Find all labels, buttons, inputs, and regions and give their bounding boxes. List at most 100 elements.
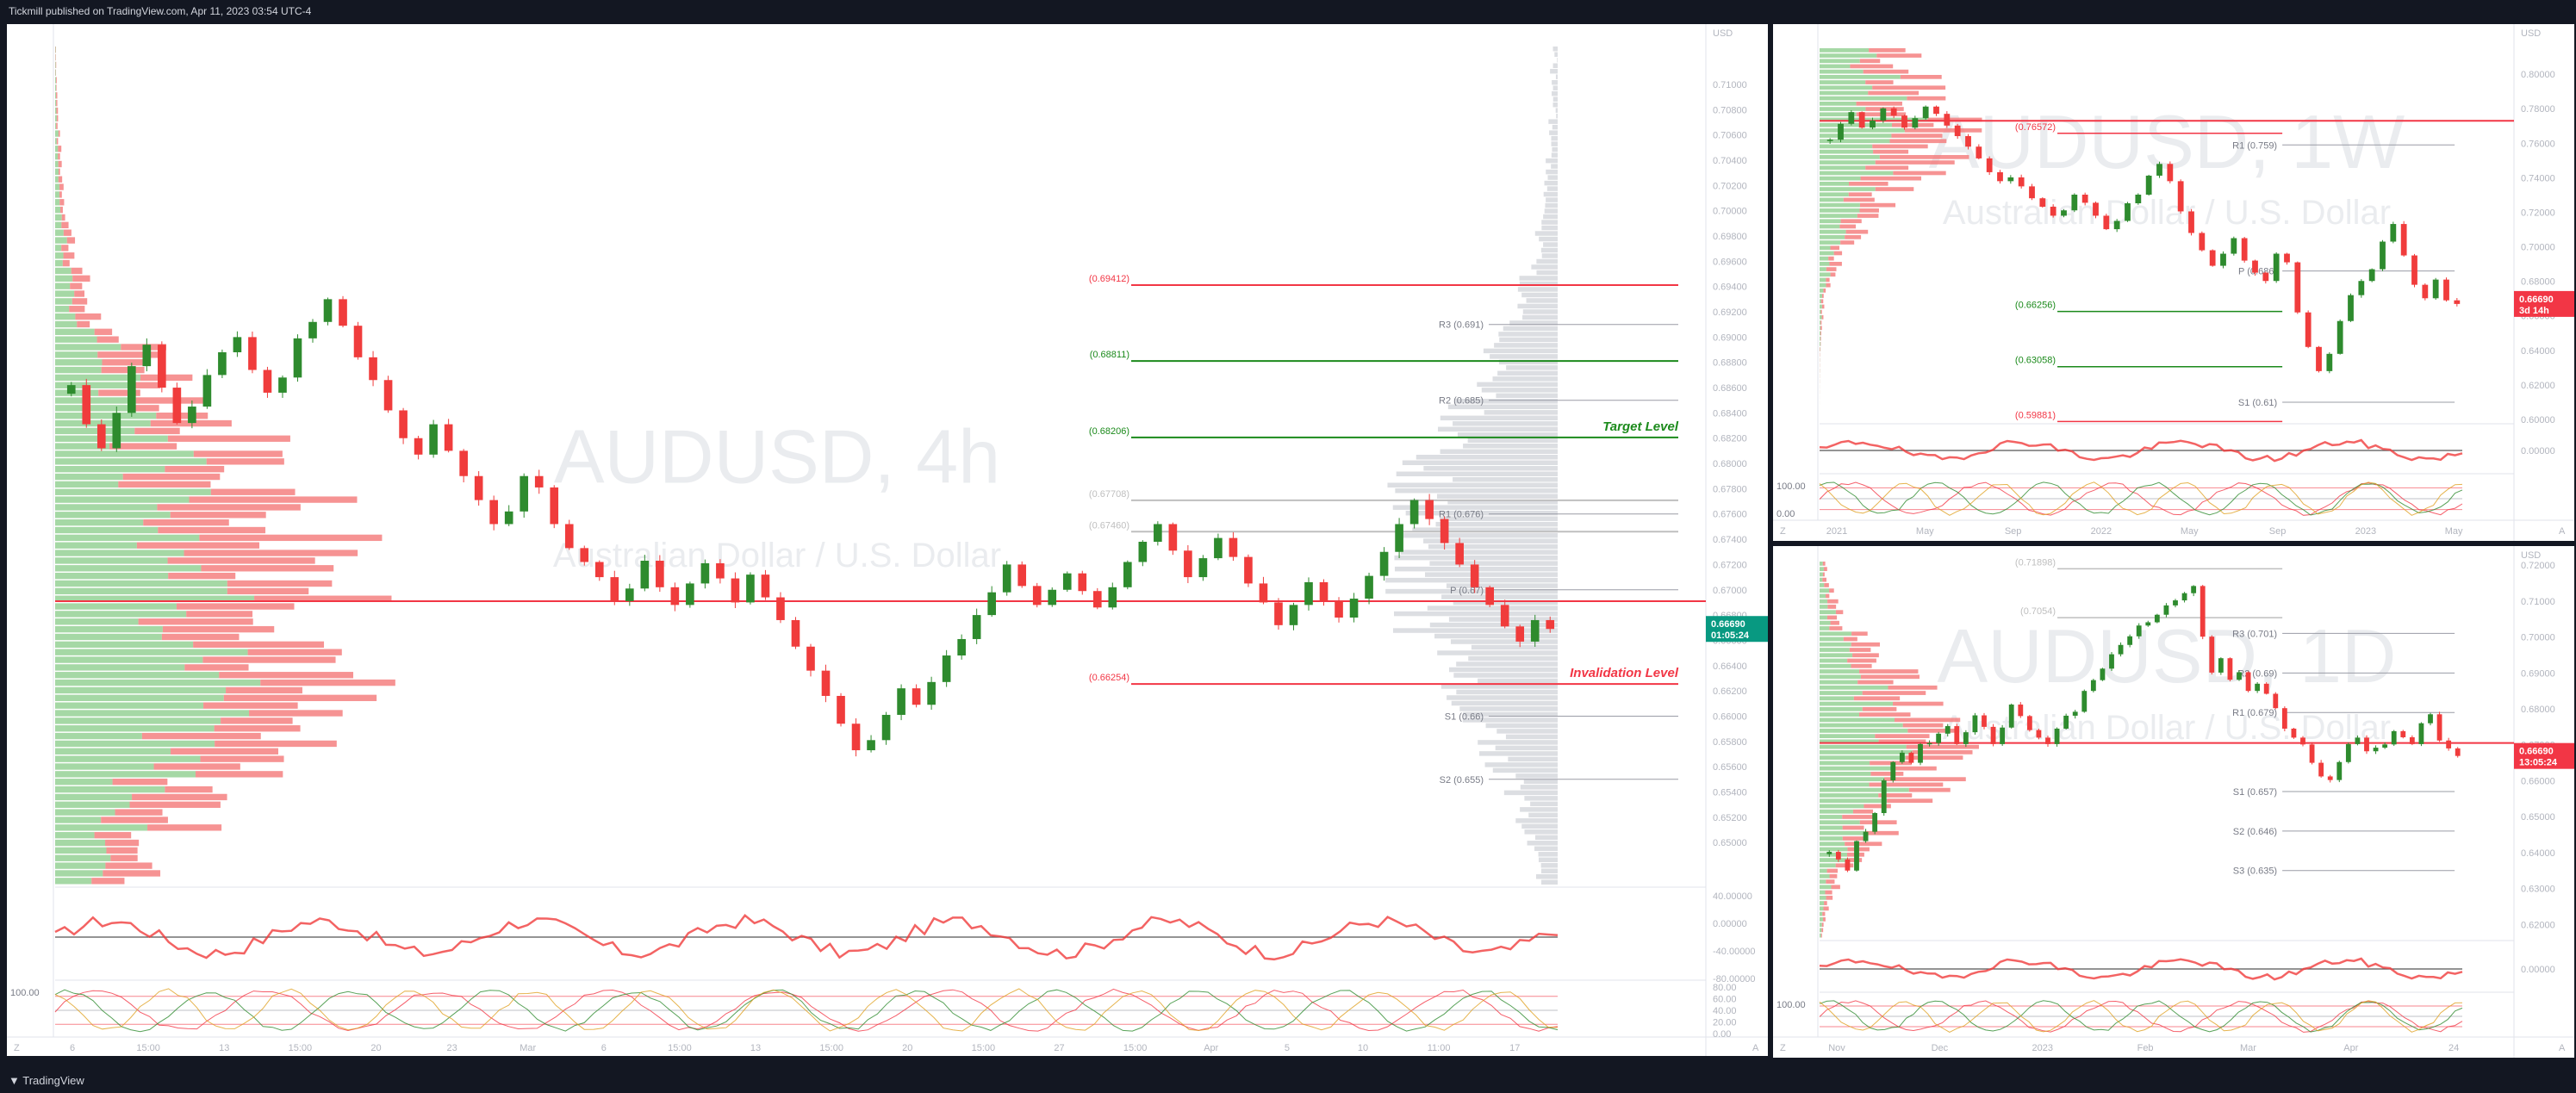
volume-profile-bar — [1820, 734, 1876, 738]
candle-body — [2454, 300, 2461, 304]
volume-profile-bar — [1820, 85, 1873, 90]
volume-profile-bar — [1822, 562, 1826, 566]
volume-profile-bar — [1820, 642, 1851, 647]
candle-body — [897, 688, 905, 715]
volume-profile-bar — [55, 710, 250, 717]
x-tick-label: 11:00 — [1428, 1043, 1451, 1053]
pivot-label: S1 (0.657) — [2233, 787, 2277, 798]
candle-body — [1289, 605, 1298, 625]
session-profile-bar — [1463, 711, 1558, 717]
session-profile-bar — [1519, 281, 1558, 287]
volume-profile-bar — [1907, 96, 1946, 101]
volume-profile-bar — [55, 77, 57, 84]
pivot-label: R1 (0.676) — [1439, 510, 1484, 520]
volume-profile-bar — [1820, 208, 1860, 213]
session-profile-bar — [1528, 812, 1558, 818]
daily-chart-svg[interactable]: AUDUSD, 1D Australian Dollar / U.S. Dolla… — [1773, 546, 2574, 1058]
volume-profile-bar — [214, 725, 301, 732]
x-tick-label: 15:00 — [289, 1043, 313, 1053]
pivot-label: S1 (0.61) — [2238, 398, 2277, 408]
candle-body — [1845, 859, 1851, 871]
y-tick-label: 0.69200 — [1713, 307, 1747, 318]
session-profile-bar — [1522, 314, 1558, 320]
candle-body — [1168, 524, 1178, 551]
volume-profile-bar — [55, 466, 165, 473]
volume-profile-bar — [1821, 294, 1824, 298]
session-profile-bar — [1467, 438, 1558, 444]
pivot-label: P (0.67) — [1450, 586, 1484, 596]
main-chart-svg[interactable]: AUDUSD, 4h Australian Dollar / U.S. Dolla… — [7, 24, 1768, 1056]
volume-profile-bar — [1853, 696, 1901, 701]
x-tick-label: 20 — [370, 1043, 381, 1053]
volume-profile-bar — [128, 382, 161, 388]
volume-profile-bar — [206, 458, 284, 465]
session-profile-bar — [1551, 164, 1558, 169]
volume-profile-bar — [203, 702, 298, 709]
volume-profile-bar — [1859, 202, 1896, 208]
volume-profile-bar — [55, 550, 184, 556]
volume-profile-bar — [1820, 299, 1824, 304]
last-price-bg — [1706, 616, 1768, 643]
candle-body — [1926, 742, 1932, 745]
volume-profile-bar — [1857, 680, 1894, 685]
candle-body — [1032, 586, 1042, 605]
y-tick-label: 0.66000 — [1713, 711, 1747, 722]
candle-body — [2263, 683, 2269, 694]
volume-profile-bar — [1820, 637, 1844, 642]
candle-body — [308, 321, 317, 338]
x-tick-label: 15:00 — [972, 1043, 996, 1053]
candle-body — [142, 345, 152, 367]
volume-profile-bar — [1820, 331, 1821, 336]
pivot-label: S2 (0.646) — [2233, 827, 2277, 837]
volume-profile-bar — [1821, 315, 1824, 320]
volume-profile-bar — [1821, 922, 1824, 927]
volume-profile-bar — [1820, 59, 1860, 64]
subtitle-watermark: Australian Dollar / U.S. Dollar — [1943, 709, 2391, 747]
session-profile-bar — [1481, 388, 1558, 393]
volume-profile-bar — [1820, 863, 1836, 868]
last-price-label: 0.66690 — [1711, 619, 1745, 630]
weekly-chart-svg[interactable]: AUDUSD, 1W Australian Dollar / U.S. Dolla… — [1773, 24, 2574, 541]
volume-profile-bar — [55, 122, 57, 129]
main-chart-panel[interactable]: AUDUSD, 4h Australian Dollar / U.S. Dolla… — [7, 24, 1768, 1056]
candle-body — [1485, 587, 1494, 605]
daily-chart-panel[interactable]: AUDUSD, 1D Australian Dollar / U.S. Dolla… — [1773, 546, 2574, 1058]
pivot-label: R3 (0.691) — [1439, 320, 1484, 331]
candle-body — [2281, 708, 2287, 729]
tradingview-logo[interactable]: ▼ TradingView — [9, 1068, 84, 1093]
candle-body — [837, 695, 845, 724]
x-tick-label: Mar — [2240, 1043, 2256, 1053]
volume-profile-bar — [1830, 620, 1839, 625]
volume-profile-bar — [56, 92, 58, 99]
candle-body — [1409, 500, 1419, 525]
annotation-text: Target Level — [1602, 419, 1679, 434]
candle-body — [2191, 586, 2197, 593]
weekly-chart-panel[interactable]: AUDUSD, 1W Australian Dollar / U.S. Dolla… — [1773, 24, 2574, 541]
session-profile-bar — [1536, 270, 1558, 276]
volume-profile-bar — [55, 252, 64, 259]
session-profile-bar — [1392, 628, 1558, 633]
volume-profile-bar — [55, 618, 139, 625]
y-tick-label: 0.67000 — [1713, 586, 1747, 596]
volume-profile-bar — [55, 580, 227, 587]
volume-profile-bar — [55, 587, 227, 595]
volume-profile-bar — [1820, 723, 1903, 728]
session-profile-bar — [1447, 695, 1558, 700]
volume-profile-bar — [55, 176, 59, 183]
volume-profile-bar — [1820, 48, 1870, 53]
session-profile-bar — [1551, 135, 1558, 141]
volume-profile-bar — [1826, 868, 1839, 873]
level-label: (0.76572) — [2015, 122, 2056, 133]
candle-body — [942, 655, 951, 682]
volume-profile-bar — [1820, 674, 1861, 680]
candle-body — [2252, 260, 2258, 273]
volume-profile-bar — [55, 237, 67, 244]
volume-profile-bar — [138, 618, 253, 625]
volume-profile-bar — [55, 481, 119, 488]
volume-profile-bar — [176, 603, 295, 610]
volume-profile-bar — [193, 450, 283, 457]
volume-profile-bar — [1820, 793, 1879, 798]
volume-profile-bar — [55, 160, 59, 168]
